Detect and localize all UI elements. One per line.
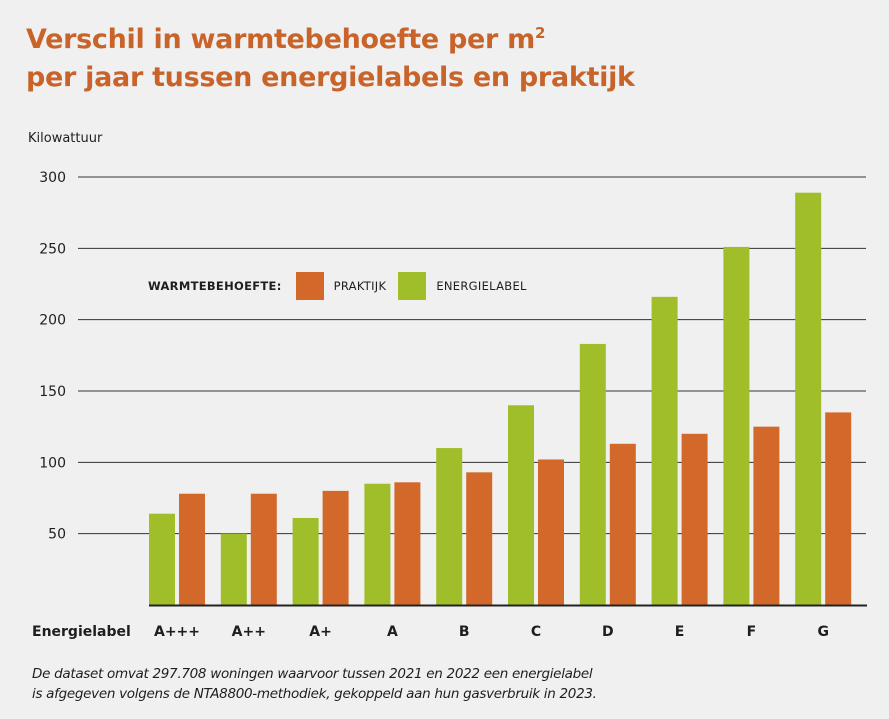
bar-praktijk-D <box>609 443 636 605</box>
x-tick-F: F <box>747 624 757 640</box>
chart-title: Verschil in warmtebehoefte per m2 per ja… <box>26 14 635 97</box>
bar-praktijk-A+++ <box>179 493 205 605</box>
footnote-line-2: is afgegeven volgens de NTA8800-methodie… <box>32 686 597 702</box>
legend-swatch-praktijk <box>295 272 324 300</box>
bar-energielabel-F <box>723 246 750 605</box>
x-tick-A+++: A+++ <box>154 624 200 640</box>
x-tick-A++: A++ <box>232 624 266 640</box>
title-line-1: Verschil in warmtebehoefte per m2 <box>26 24 546 55</box>
bar-energielabel-C <box>508 405 534 605</box>
y-tick-50: 50 <box>48 527 66 543</box>
x-tick-A+: A+ <box>309 624 332 640</box>
bar-energielabel-D <box>579 343 606 605</box>
y-tick-250: 250 <box>39 241 66 257</box>
bar-praktijk-G <box>825 412 852 605</box>
bar-energielabel-A+++ <box>149 513 175 605</box>
bar-energielabel-A+ <box>292 517 319 605</box>
legend-swatch-energielabel <box>398 272 427 300</box>
x-tick-A: A <box>387 624 398 640</box>
title-superscript: 2 <box>534 24 546 42</box>
legend-title: WARMTEBEHOEFTE: <box>148 279 282 293</box>
y-tick-200: 200 <box>39 313 66 329</box>
bar-energielabel-E <box>651 296 678 605</box>
bar-energielabel-A <box>364 483 391 605</box>
bar-praktijk-F <box>753 426 780 605</box>
bar-praktijk-E <box>681 433 708 605</box>
bar-praktijk-A <box>394 482 421 605</box>
footnote-line-1: De dataset omvat 297.708 woningen waarvo… <box>32 666 593 682</box>
x-tick-C: C <box>531 624 541 640</box>
y-tick-labels: 50 100 150 200 250 300 <box>39 170 66 543</box>
bar-praktijk-A+ <box>322 490 349 605</box>
legend: WARMTEBEHOEFTE: PRAKTIJK ENERGIELABEL <box>148 272 539 300</box>
title-line-2: per jaar tussen energielabels en praktij… <box>26 62 635 93</box>
x-tick-D: D <box>602 624 614 640</box>
bar-energielabel-G <box>795 192 822 605</box>
footnote: De dataset omvat 297.708 woningen waarvo… <box>32 664 597 704</box>
y-axis-unit-label: Kilowattuur <box>28 131 103 146</box>
y-tick-300: 300 <box>39 170 66 186</box>
bar-energielabel-B <box>436 448 463 605</box>
bar-praktijk-B <box>466 472 493 605</box>
x-axis-title: Energielabel <box>32 624 131 640</box>
bar-praktijk-A++ <box>250 493 277 605</box>
legend-label-praktijk: PRAKTIJK <box>333 279 387 293</box>
x-tick-labels: Energielabel A+++ A++ A+ A B C D E F G <box>32 624 829 640</box>
x-tick-B: B <box>459 624 470 640</box>
x-tick-G: G <box>817 624 829 640</box>
y-tick-100: 100 <box>39 455 66 471</box>
legend-label-energielabel: ENERGIELABEL <box>436 279 527 293</box>
y-tick-150: 150 <box>39 384 66 400</box>
bars <box>149 192 867 607</box>
bar-praktijk-C <box>538 459 564 605</box>
bar-energielabel-A++ <box>220 533 247 605</box>
x-tick-E: E <box>675 624 685 640</box>
